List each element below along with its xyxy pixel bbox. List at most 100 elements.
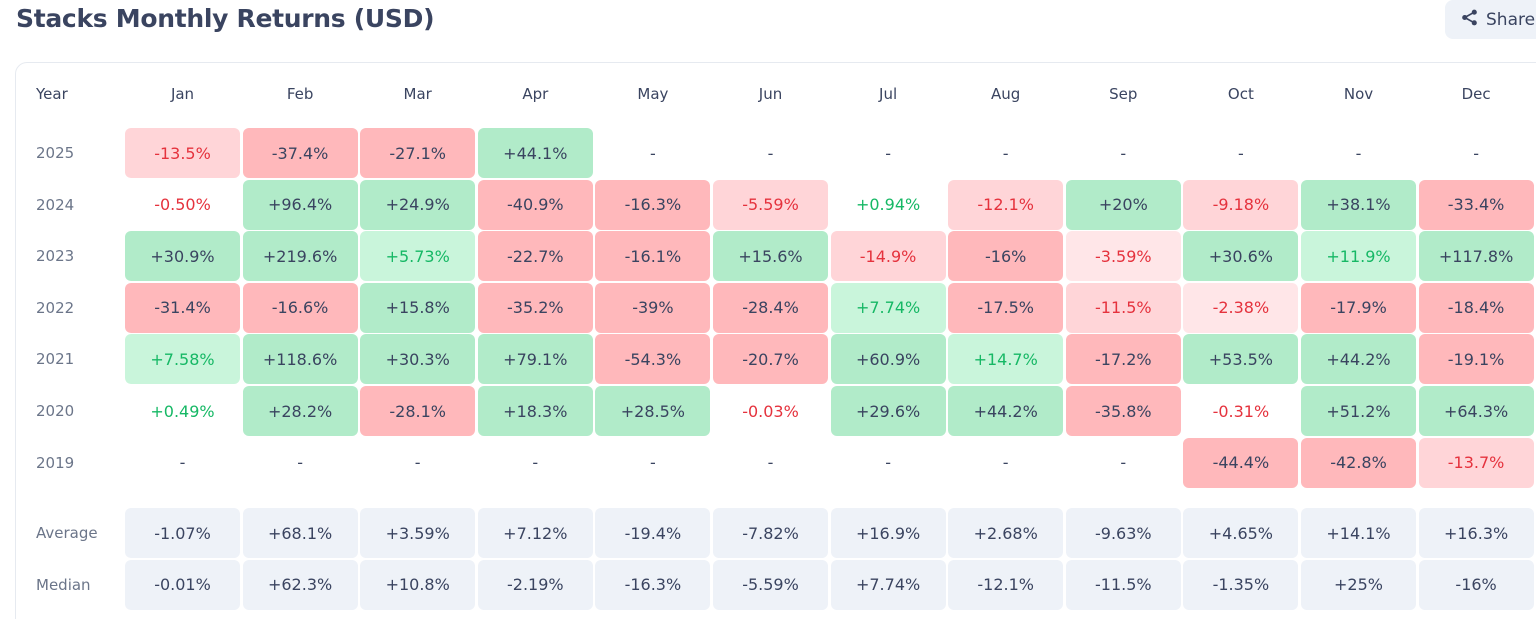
return-cell: +44.1% xyxy=(477,128,593,178)
stat-cell: +16.3% xyxy=(1418,508,1534,558)
column-header-year: Year xyxy=(36,85,68,103)
year-label: 2025 xyxy=(36,144,75,162)
return-cell: -22.7% xyxy=(477,231,593,282)
stat-label: Average xyxy=(36,524,98,542)
stat-cell: -0.01% xyxy=(125,559,240,610)
return-cell: +28.5% xyxy=(595,386,711,436)
return-cell: -0.50% xyxy=(154,195,211,215)
stat-cell: +68.1% xyxy=(242,508,358,558)
return-cell: +20% xyxy=(1065,179,1181,230)
return-cell: +30.9% xyxy=(125,231,240,282)
column-header-oct[interactable]: Oct xyxy=(1227,85,1254,103)
return-cell: +44.2% xyxy=(948,386,1064,436)
stat-cell: -12.1% xyxy=(948,559,1064,610)
return-cell: +29.6% xyxy=(830,386,946,436)
return-cell: +96.4% xyxy=(242,179,358,230)
column-header-mar[interactable]: Mar xyxy=(403,85,432,103)
return-cell: -39% xyxy=(595,282,711,333)
stat-cell: -2.19% xyxy=(477,559,593,610)
stat-cell: -11.5% xyxy=(1065,559,1181,610)
return-cell: - xyxy=(650,453,656,473)
page-title: Stacks Monthly Returns (USD) xyxy=(16,4,435,33)
return-cell: - xyxy=(767,453,774,473)
return-cell: - xyxy=(297,453,303,473)
return-cell: -44.4% xyxy=(1183,437,1299,488)
stat-cell: -7.82% xyxy=(713,508,828,558)
return-cell: - xyxy=(1002,143,1009,163)
stat-cell: -9.63% xyxy=(1065,508,1181,558)
stat-cell: +2.68% xyxy=(948,508,1064,558)
share-icon xyxy=(1461,9,1478,31)
stat-cell: +25% xyxy=(1301,559,1416,610)
return-cell: -16.3% xyxy=(595,179,711,230)
return-cell: +53.5% xyxy=(1183,334,1299,385)
return-cell: +118.6% xyxy=(242,334,358,385)
return-cell: -14.9% xyxy=(830,231,946,282)
return-cell: +15.6% xyxy=(713,231,828,282)
return-cell: +38.1% xyxy=(1301,179,1416,230)
year-label: 2021 xyxy=(36,350,75,369)
stat-cell: +4.65% xyxy=(1183,508,1299,558)
return-cell: -37.4% xyxy=(242,128,358,178)
column-header-may[interactable]: May xyxy=(637,85,669,103)
return-cell: -12.1% xyxy=(948,179,1064,230)
stat-cell: +62.3% xyxy=(242,559,358,610)
return-cell: -33.4% xyxy=(1418,179,1534,230)
share-button[interactable]: Share xyxy=(1445,0,1536,39)
column-header-jan[interactable]: Jan xyxy=(170,85,195,103)
return-cell: - xyxy=(1120,453,1127,473)
return-cell: - xyxy=(1473,143,1479,163)
monthly-returns-table: Year Jan Feb Mar Apr May Jun Jul Aug Sep Oct Nov Dec… xyxy=(15,62,1536,619)
return-cell: +7.74% xyxy=(830,282,946,333)
share-label: Share xyxy=(1486,9,1536,30)
return-cell: +30.3% xyxy=(360,334,476,385)
return-cell: -0.31% xyxy=(1212,401,1270,421)
return-cell: -27.1% xyxy=(360,128,476,178)
column-header-sep[interactable]: Sep xyxy=(1109,85,1138,103)
return-cell: +15.8% xyxy=(360,282,476,333)
stat-cell: +16.9% xyxy=(830,508,946,558)
stat-cell: -16% xyxy=(1418,559,1534,610)
return-cell: - xyxy=(179,453,186,473)
return-cell: -16.1% xyxy=(595,231,711,282)
return-cell: -42.8% xyxy=(1301,437,1416,488)
return-cell: -11.5% xyxy=(1065,282,1181,333)
column-header-aug[interactable]: Aug xyxy=(991,85,1021,103)
stat-cell: -16.3% xyxy=(595,559,711,610)
return-cell: - xyxy=(414,453,421,473)
return-cell: - xyxy=(650,143,656,163)
stat-cell: +7.74% xyxy=(830,559,946,610)
column-header-apr[interactable]: Apr xyxy=(522,85,549,103)
return-cell: -35.2% xyxy=(477,282,593,333)
stat-cell: -1.07% xyxy=(125,508,240,558)
stat-cell: -1.35% xyxy=(1183,559,1299,610)
year-label: 2024 xyxy=(36,195,75,214)
return-cell: +0.49% xyxy=(150,401,215,421)
return-cell: +44.2% xyxy=(1301,334,1416,385)
column-header-dec[interactable]: Dec xyxy=(1461,85,1491,103)
return-cell: +24.9% xyxy=(360,179,476,230)
return-cell: -35.8% xyxy=(1065,386,1181,436)
return-cell: +60.9% xyxy=(830,334,946,385)
return-cell: -18.4% xyxy=(1418,282,1534,333)
return-cell: +79.1% xyxy=(477,334,593,385)
return-cell: - xyxy=(1238,143,1244,163)
return-cell: - xyxy=(532,453,539,473)
column-header-nov[interactable]: Nov xyxy=(1343,85,1374,103)
return-cell: +64.3% xyxy=(1418,386,1534,436)
column-header-jun[interactable]: Jun xyxy=(758,85,783,103)
stat-cell: +7.12% xyxy=(477,508,593,558)
year-label: 2019 xyxy=(36,453,75,472)
column-header-feb[interactable]: Feb xyxy=(286,85,314,103)
stat-cell: -5.59% xyxy=(713,559,828,610)
return-cell: - xyxy=(767,143,774,163)
return-cell: -0.03% xyxy=(742,401,799,421)
stat-cell: +14.1% xyxy=(1301,508,1416,558)
column-header-jul[interactable]: Jul xyxy=(879,85,898,103)
return-cell: -28.1% xyxy=(360,386,476,436)
return-cell: -31.4% xyxy=(125,282,240,333)
return-cell: -28.4% xyxy=(713,282,828,333)
return-cell: -17.2% xyxy=(1065,334,1181,385)
return-cell: -17.5% xyxy=(948,282,1064,333)
stat-cell: +3.59% xyxy=(360,508,476,558)
